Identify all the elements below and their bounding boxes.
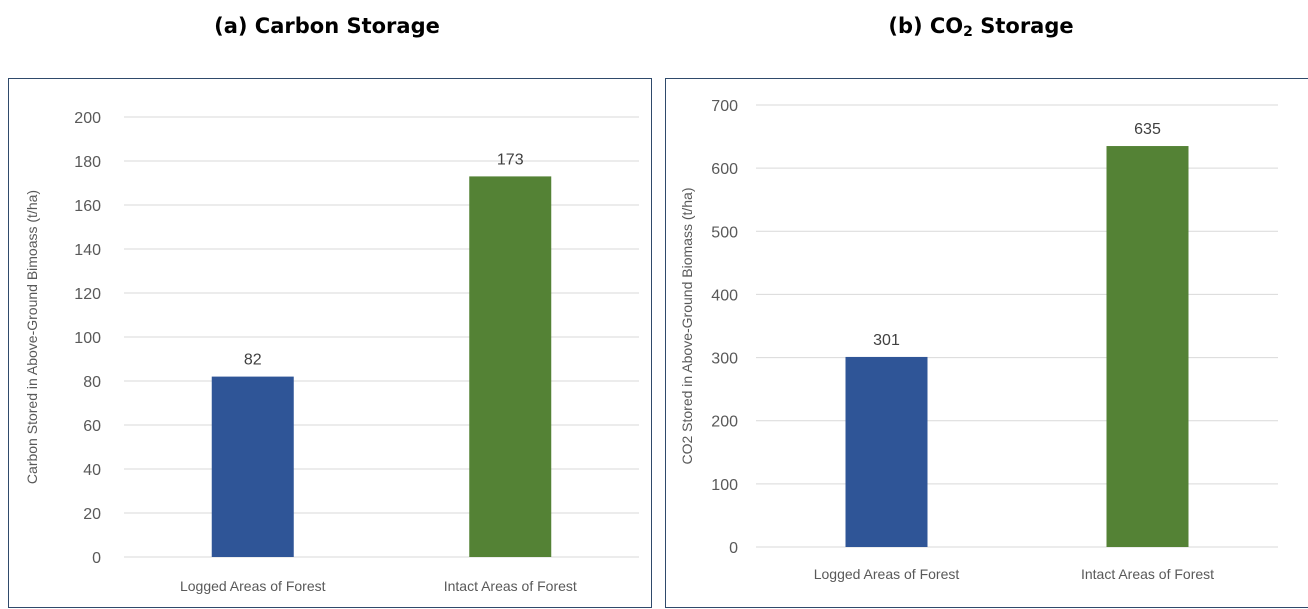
carbon-ytick-label: 200 <box>74 110 101 127</box>
co2-bar <box>845 356 928 547</box>
carbon-category-label: Intact Areas of Forest <box>444 578 577 594</box>
carbon-ytick-label: 100 <box>74 330 101 347</box>
chart-title-carbon: (a) Carbon Storage <box>214 14 440 38</box>
co2-y-axis-label: CO2 Stored in Above-Ground Biomass (t/ha… <box>679 187 695 464</box>
carbon-ytick-label: 0 <box>92 550 101 567</box>
carbon-ytick-label: 120 <box>74 286 101 303</box>
co2-ytick-label: 300 <box>711 351 738 368</box>
carbon-ytick-label: 20 <box>83 506 101 523</box>
co2-ytick-label: 200 <box>711 414 738 431</box>
carbon-ytick-label: 80 <box>83 374 101 391</box>
carbon-y-axis-label: Carbon Stored in Above-Ground Bimoass (t… <box>24 190 40 484</box>
chart-title-co2: (b) CO2 Storage <box>654 14 1308 40</box>
chart-carbon-svg: 0 20 40 60 80 100 120 140 160 180 200 Carbon Stored… <box>24 110 639 594</box>
chart-co2-svg: 0 100 200 300 400 500 600 700 CO2 Stored in Abov… <box>679 98 1278 582</box>
co2-ytick-label: 0 <box>729 540 738 557</box>
co2-data-label: 635 <box>1134 121 1161 138</box>
co2-ytick-label: 500 <box>711 224 738 241</box>
carbon-category-label: Logged Areas of Forest <box>180 578 326 594</box>
chart-title-co2-subscript: 2 <box>963 24 973 40</box>
co2-bar <box>1106 146 1189 547</box>
carbon-ytick-label: 40 <box>83 462 101 479</box>
co2-ytick-label: 700 <box>711 98 738 115</box>
carbon-data-label: 173 <box>497 151 524 168</box>
co2-ytick-label: 400 <box>711 287 738 304</box>
chart-title-co2-suffix: Storage <box>972 14 1074 38</box>
co2-data-label: 301 <box>873 332 900 349</box>
carbon-ytick-label: 160 <box>74 198 101 215</box>
carbon-bar <box>211 376 294 557</box>
carbon-ytick-label: 180 <box>74 154 101 171</box>
co2-ytick-label: 600 <box>711 161 738 178</box>
chart-panel-carbon: 0 20 40 60 80 100 120 140 160 180 200 Carbon Stored… <box>8 78 652 608</box>
co2-category-label: Intact Areas of Forest <box>1081 566 1214 582</box>
carbon-data-label: 82 <box>244 352 262 369</box>
co2-ytick-label: 100 <box>711 477 738 494</box>
co2-category-label: Logged Areas of Forest <box>814 566 960 582</box>
carbon-bar <box>469 176 552 557</box>
carbon-ytick-label: 60 <box>83 418 101 435</box>
chart-panel-co2: 0 100 200 300 400 500 600 700 CO2 Stored in Abov… <box>665 78 1308 608</box>
chart-title-co2-prefix: (b) CO <box>888 14 964 38</box>
carbon-ytick-label: 140 <box>74 242 101 259</box>
